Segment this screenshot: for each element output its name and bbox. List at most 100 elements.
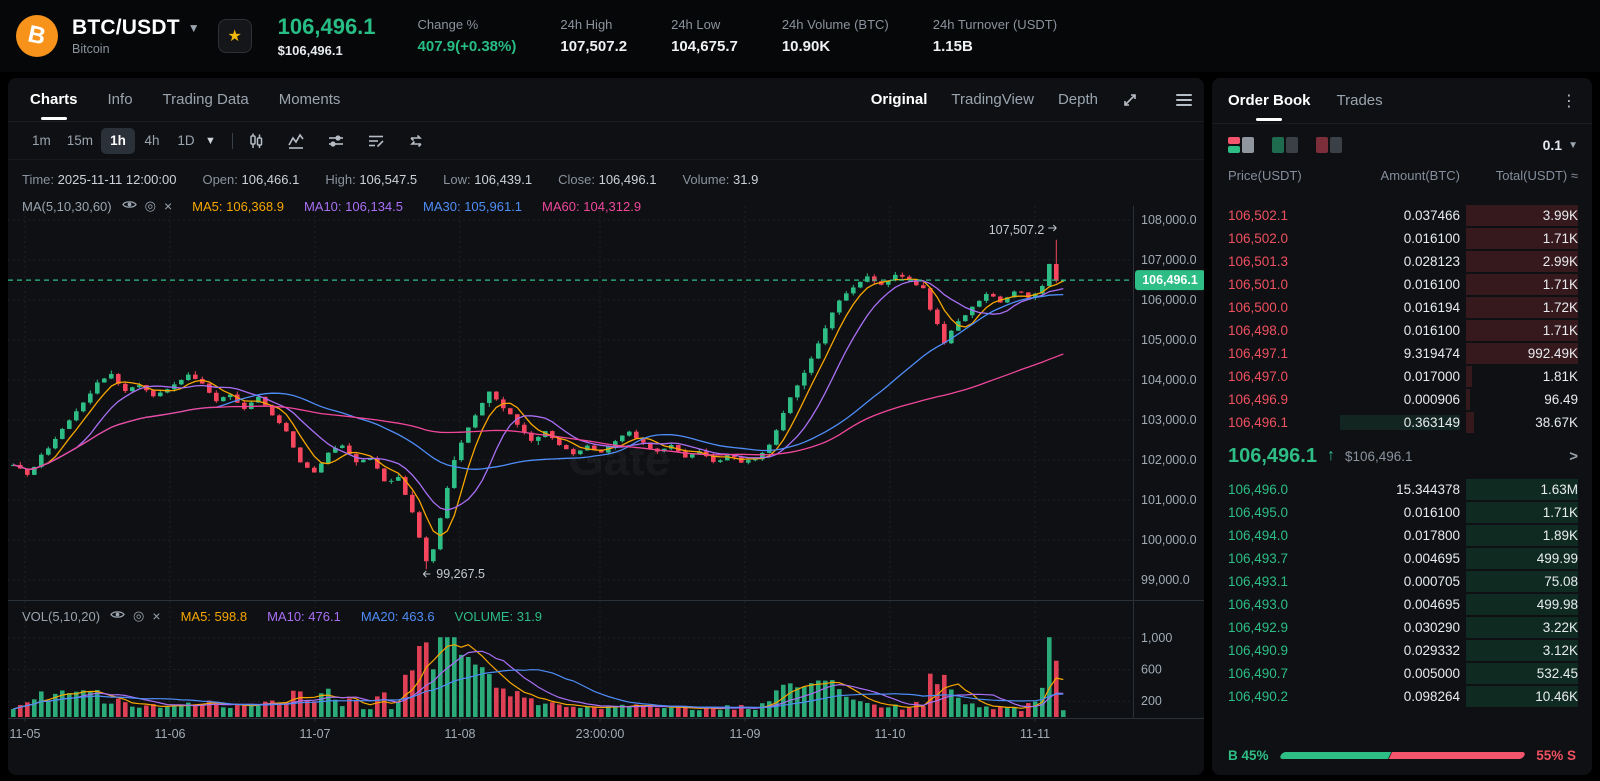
bid-row[interactable]: 106,492.9 0.030290 3.22K [1212, 616, 1592, 639]
exchange-watermark: Gate [568, 433, 670, 485]
total-cell: 1.81K [1542, 369, 1578, 384]
close-indicator-icon[interactable]: × [163, 198, 173, 214]
timeframe-1m[interactable]: 1m [32, 133, 51, 148]
bid-row[interactable]: 106,493.1 0.000705 75.08 [1212, 570, 1592, 593]
amount-cell: 0.016100 [1403, 231, 1460, 246]
total-cell: 499.98 [1536, 597, 1578, 612]
ask-row[interactable]: 106,496.9 0.000906 96.49 [1212, 388, 1592, 411]
volume-value: 31.9 [516, 608, 543, 624]
tab-trades[interactable]: Trades [1336, 92, 1383, 109]
book-view-asks-icon[interactable] [1316, 137, 1342, 153]
mid-price-row[interactable]: 106,496.1 ↑ $106,496.1 > [1212, 434, 1592, 478]
indicator-settings-icon[interactable]: ◎ [133, 608, 145, 623]
timeframe-15m[interactable]: 15m [66, 133, 94, 148]
view-tab-tradingview[interactable]: TradingView [951, 91, 1034, 108]
depth-bar [1466, 412, 1474, 433]
timeframe-4h[interactable]: 4h [144, 133, 160, 148]
tab-moments[interactable]: Moments [278, 91, 341, 108]
ma60-line [13, 353, 1064, 471]
mid-price-usd: $106,496.1 [1344, 448, 1413, 464]
candle-style-icon[interactable] [247, 132, 265, 150]
candles [11, 239, 1066, 570]
bid-row[interactable]: 106,494.0 0.017800 1.89K [1212, 524, 1592, 547]
total-cell: 96.49 [1544, 392, 1578, 407]
depth-bar [1466, 366, 1472, 387]
price-cell: 106,493.7 [1228, 551, 1289, 566]
total-cell: 10.46K [1535, 689, 1578, 704]
total-cell: 2.99K [1542, 254, 1578, 269]
total-cell: 3.99K [1542, 208, 1578, 223]
view-tab-original[interactable]: Original [870, 91, 928, 108]
chart-region[interactable]: Time: 2025-11-11 12:00:00 Open: 106,466.… [8, 160, 1204, 773]
close-indicator-icon[interactable]: × [152, 608, 161, 624]
indicator-menu-icon[interactable] [1176, 93, 1192, 106]
price-cell: 106,497.0 [1228, 369, 1289, 384]
amount-cell: 0.017000 [1403, 369, 1460, 384]
bid-row[interactable]: 106,490.7 0.005000 532.45 [1212, 662, 1592, 685]
book-view-both-icon[interactable] [1228, 137, 1254, 153]
svg-text:11-05: 11-05 [9, 727, 40, 741]
ohlc-open: 106,466.1 [241, 172, 300, 187]
ask-row[interactable]: 106,500.0 0.016194 1.72K [1212, 296, 1592, 319]
amount-cell: 0.016100 [1403, 323, 1460, 338]
last-price-tag[interactable]: 106,496.1 [1135, 270, 1204, 291]
ask-row[interactable]: 106,496.1 0.363149 38.67K [1212, 411, 1592, 434]
low-annotation: 99,267.5 [436, 567, 485, 581]
tab-info[interactable]: Info [107, 91, 133, 108]
price-cell: 106,493.0 [1228, 597, 1289, 612]
ohlc-high: 106,547.5 [359, 172, 418, 187]
fullscreen-expand-icon[interactable] [1122, 92, 1138, 108]
indicator-line-icon[interactable] [287, 132, 305, 150]
tab-order-book[interactable]: Order Book [1228, 92, 1311, 109]
svg-text:106,000.0: 106,000.0 [1141, 293, 1197, 307]
last-price-block: 106,496.1 $106,496.1 [278, 14, 376, 58]
pair-name: BTC/USDT [72, 16, 180, 39]
stat-24h-low: 24h Low 104,675.7 [671, 17, 738, 55]
svg-text:99,000.0: 99,000.0 [1141, 573, 1190, 587]
bid-row[interactable]: 106,493.0 0.004695 499.98 [1212, 593, 1592, 616]
eye-icon[interactable] [121, 197, 137, 215]
pair-header-bar: B BTC/USDT ▼ Bitcoin ★ 106,496.1 $106,49… [0, 0, 1600, 72]
bid-row[interactable]: 106,490.9 0.029332 3.12K [1212, 639, 1592, 662]
ohlc-info-row: Time: 2025-11-11 12:00:00 Open: 106,466.… [22, 172, 759, 187]
price-cell: 106,501.3 [1228, 254, 1289, 269]
view-tab-depth[interactable]: Depth [1057, 91, 1098, 108]
depth-bar [1466, 617, 1578, 638]
ohlc-low: 106,439.1 [474, 172, 533, 187]
ask-row[interactable]: 106,502.1 0.037466 3.99K [1212, 204, 1592, 227]
star-icon: ★ [227, 28, 242, 45]
ask-row[interactable]: 106,497.0 0.017000 1.81K [1212, 365, 1592, 388]
ohlc-close: 106,496.1 [598, 172, 657, 187]
pair-selector[interactable]: BTC/USDT ▼ Bitcoin [72, 16, 200, 56]
tab-charts[interactable]: Charts [30, 91, 78, 108]
bid-row[interactable]: 106,495.0 0.016100 1.71K [1212, 501, 1592, 524]
ask-row[interactable]: 106,502.0 0.016100 1.71K [1212, 227, 1592, 250]
last-price-usd: $106,496.1 [277, 43, 343, 58]
amount-cell: 0.098264 [1403, 689, 1460, 704]
tab-trading-data[interactable]: Trading Data [162, 91, 249, 108]
bid-row[interactable]: 106,490.2 0.098264 10.46K [1212, 685, 1592, 708]
ask-row[interactable]: 106,501.0 0.016100 1.71K [1212, 273, 1592, 296]
price-cell: 106,501.0 [1228, 277, 1289, 292]
sell-ratio-label: 55% S [1536, 747, 1576, 763]
edit-list-icon[interactable] [367, 132, 385, 150]
timeframe-1h[interactable]: 1h [101, 127, 136, 154]
eye-icon[interactable] [110, 607, 125, 625]
ask-row[interactable]: 106,497.1 9.319474 992.49K [1212, 342, 1592, 365]
kebab-menu-icon[interactable]: ⋮ [1561, 92, 1578, 110]
favorite-button[interactable]: ★ [217, 19, 252, 53]
settings-sliders-icon[interactable] [327, 132, 345, 150]
timeframe-1d[interactable]: 1D [177, 133, 195, 148]
precision-select[interactable]: 0.1 ▼ [1542, 137, 1578, 153]
bid-row[interactable]: 106,496.0 15.344378 1.63M [1212, 478, 1592, 501]
compare-swap-icon[interactable] [407, 132, 425, 150]
depth-bar [1466, 571, 1578, 592]
indicator-settings-icon[interactable]: ◎ [144, 198, 156, 213]
bid-row[interactable]: 106,493.7 0.004695 499.99 [1212, 547, 1592, 570]
book-view-bids-icon[interactable] [1272, 137, 1298, 153]
ohlc-volume: 31.9 [733, 172, 759, 187]
ask-row[interactable]: 106,501.3 0.028123 2.99K [1212, 250, 1592, 273]
svg-text:11-10: 11-10 [874, 727, 905, 741]
timeframe-dropdown-icon[interactable]: ▼ [205, 134, 216, 147]
ask-row[interactable]: 106,498.0 0.016100 1.71K [1212, 319, 1592, 342]
